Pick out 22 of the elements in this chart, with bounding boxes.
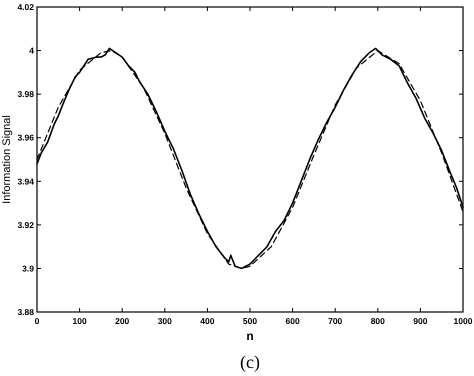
y-tick-label: 3.98 (17, 89, 34, 100)
x-tick-label: 0 (34, 316, 40, 326)
x-tick-label: 600 (286, 316, 300, 326)
y-tick-label: 3.88 (17, 306, 34, 317)
x-tick-label: 800 (370, 316, 386, 326)
x-tick-label: 1000 (454, 316, 473, 326)
x-tick-label: 900 (413, 316, 428, 326)
x-tick-label: 700 (328, 316, 343, 326)
x-axis-title: n (246, 329, 254, 343)
x-tick-label: 500 (242, 316, 258, 326)
y-tick-label: 3.92 (17, 220, 34, 230)
y-tick-label: 3.94 (17, 176, 34, 186)
y-axis-title: Information Signal (1, 115, 13, 204)
y-tick-label: 4 (29, 46, 34, 56)
x-tick-label: 400 (200, 316, 215, 326)
x-tick-label: 100 (72, 316, 87, 326)
x-tick-label: 300 (158, 316, 172, 326)
x-tick-label: 200 (115, 316, 130, 326)
text: (c) (240, 352, 260, 372)
y-tick-label: 3.9 (22, 263, 34, 274)
y-tick-label: 3.96 (17, 132, 34, 143)
y-tick-label: 4.02 (17, 2, 34, 12)
